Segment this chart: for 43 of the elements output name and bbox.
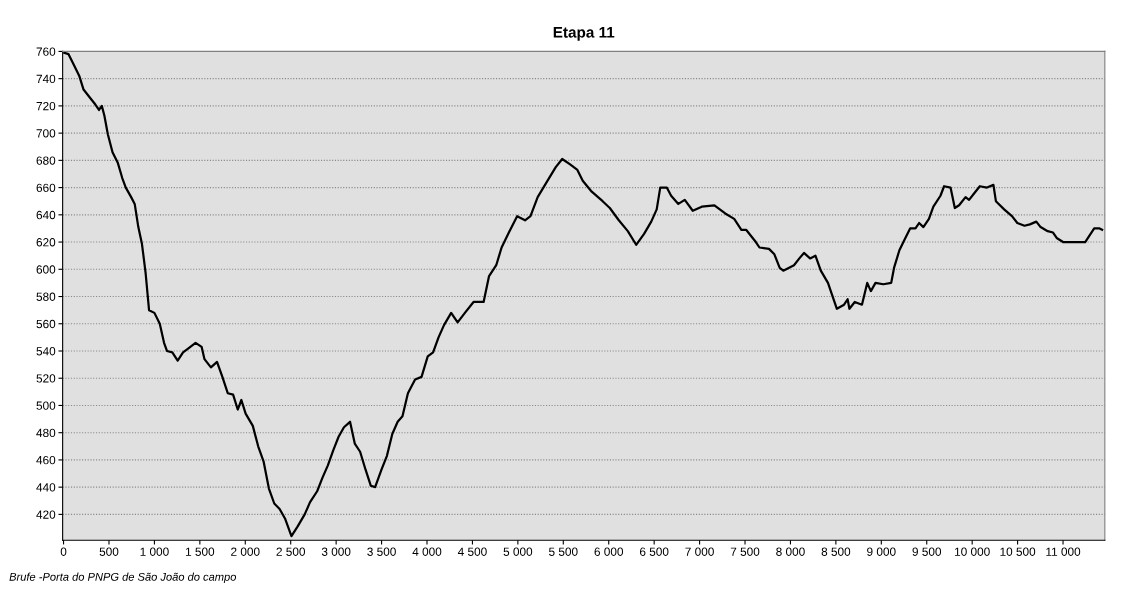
y-tick-label: 420 — [36, 510, 56, 519]
x-tick-label: 5 500 — [549, 547, 578, 556]
y-tick-label: 440 — [36, 483, 56, 492]
x-tick-label: 10 000 — [955, 547, 990, 556]
y-tick-label: 720 — [36, 101, 56, 111]
y-tick-label: 580 — [36, 292, 56, 301]
x-tick-label: 1 000 — [140, 547, 169, 556]
x-tick-label: 3 500 — [367, 547, 396, 556]
x-tick-label: 8 500 — [821, 547, 851, 556]
y-tick-label: 620 — [36, 238, 56, 247]
y-tick-label: 500 — [36, 401, 56, 410]
y-tick-label: 600 — [36, 265, 56, 274]
y-tick-label: 760 — [36, 47, 56, 56]
chart-title: Etapa 11 — [553, 27, 615, 41]
y-tick-label: 640 — [36, 210, 56, 220]
x-tick-label: 10 500 — [1000, 547, 1036, 556]
x-tick-label: 7 500 — [730, 547, 760, 556]
y-tick-label: 520 — [36, 374, 56, 383]
text: Brufe -Porta do PNPG de São João do campo — [9, 572, 237, 583]
x-tick-label: 1 500 — [185, 547, 215, 556]
x-tick-label: 0 — [60, 547, 67, 556]
x-tick-label: 2 000 — [231, 547, 260, 556]
x-tick-label: 5 000 — [503, 547, 533, 556]
x-tick-label: 4 000 — [412, 547, 442, 556]
x-tick-label: 9 500 — [912, 547, 942, 556]
y-tick-label: 480 — [36, 428, 56, 438]
y-tick-label: 540 — [36, 347, 56, 356]
x-tick-label: 11 000 — [1046, 547, 1081, 556]
x-tick-label: 6 500 — [639, 547, 669, 556]
x-tick-label: 7 000 — [685, 547, 714, 556]
y-tick-label: 740 — [36, 74, 56, 84]
y-tick-label: 460 — [36, 455, 56, 465]
x-tick-label: 6 000 — [594, 547, 624, 556]
x-tick-label: 500 — [99, 547, 119, 556]
x-tick-label: 2 500 — [276, 547, 306, 556]
y-tick-label: 660 — [36, 183, 56, 192]
x-tick-label: 4 500 — [457, 547, 487, 556]
x-tick-label: 8 000 — [776, 547, 805, 556]
y-tick-label: 560 — [36, 319, 56, 329]
y-tick-label: 700 — [36, 129, 56, 138]
x-tick-label: 3 000 — [321, 547, 351, 556]
y-tick-label: 680 — [36, 156, 56, 165]
x-tick-label: 9 000 — [867, 547, 896, 556]
